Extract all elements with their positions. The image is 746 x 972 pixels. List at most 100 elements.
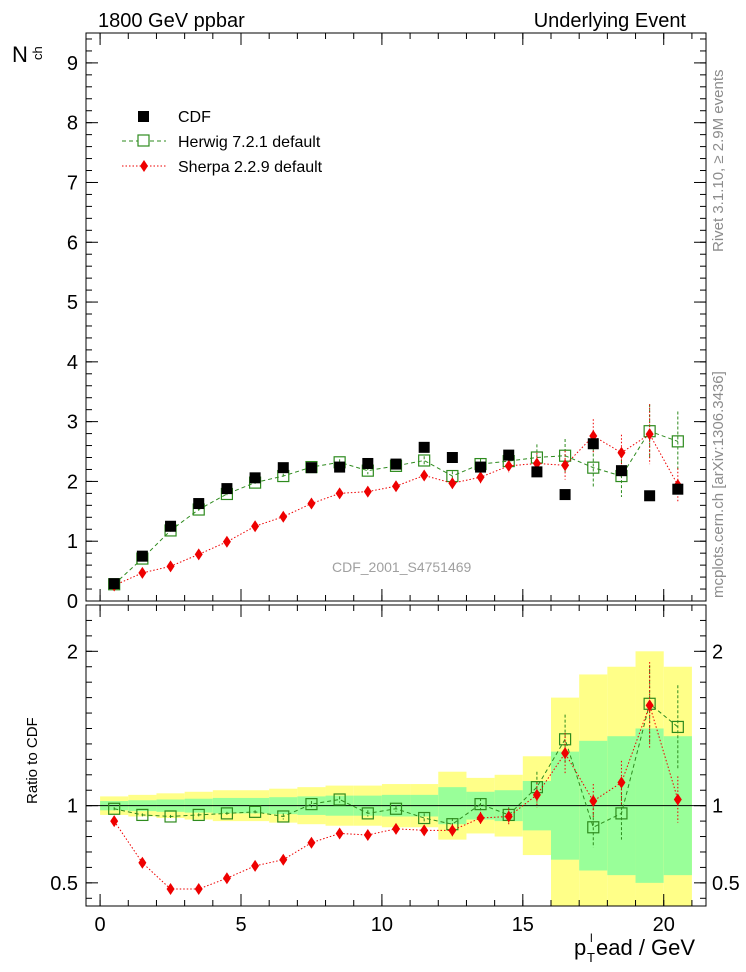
ratio-herwig-point — [220, 807, 234, 820]
xlabel-sub: T — [587, 950, 595, 965]
main-ytick-label-left-2: 2 — [67, 471, 78, 493]
main-ticks: 0 1 2 3 4 5 6 7 8 9 — [67, 33, 706, 613]
ratio-ytick-label-left-2: 2 — [67, 641, 78, 663]
ratio-sherpa-point — [110, 815, 119, 828]
ratio-herwig-point — [277, 810, 290, 823]
ratio-sherpa-point — [617, 776, 626, 789]
main-cdf-point — [249, 472, 261, 484]
watermark: CDF_2001_S4751469 — [332, 559, 472, 575]
main-sherpa-point — [504, 459, 513, 472]
ratio-herwig-point — [192, 808, 205, 822]
legend-herwig-label: Herwig 7.2.1 default — [178, 134, 321, 151]
main-cdf-point — [390, 458, 402, 470]
main-cdf-point — [475, 461, 487, 473]
main-cdf-point — [418, 441, 430, 453]
ratio-ytick-label-left-1: 1 — [67, 796, 78, 818]
main-cdf-point — [277, 462, 289, 474]
ratio-herwig-point — [474, 798, 487, 811]
legend-herwig-marker — [137, 134, 150, 147]
ratio-series-layer — [108, 662, 684, 896]
legend-sherpa-label: Sherpa 2.2.9 default — [178, 159, 323, 176]
ratio-herwig-point — [164, 810, 177, 823]
header-left: 1800 GeV ppbar — [98, 10, 245, 32]
main-sherpa-point — [645, 428, 654, 441]
ratio-sherpa-point — [251, 859, 260, 872]
ratio-herwig-point — [361, 807, 374, 820]
side-text-top: Rivet 3.1.10, ≥ 2.9M events — [710, 70, 727, 253]
ratio-sherpa-point — [561, 747, 570, 760]
ratio-sherpa-point — [476, 812, 485, 825]
ratio-sherpa-point — [673, 793, 682, 806]
main-sherpa-point — [617, 446, 626, 459]
main-herwig-point — [418, 454, 431, 467]
main-cdf-point — [446, 452, 458, 464]
main-frame — [85, 32, 707, 602]
ratio-herwig-point — [248, 805, 262, 818]
main-series-layer — [108, 404, 684, 592]
main-sherpa-point — [138, 566, 147, 579]
ratio-ytick-label-left-0: 0.5 — [50, 873, 78, 895]
main-ylabel: N ch — [12, 42, 45, 67]
main-ytick-label-left-0: 0 — [67, 591, 78, 613]
legend-cdf-label: CDF — [178, 109, 211, 126]
main-sherpa-point — [363, 485, 372, 498]
ratio-herwig-line — [114, 702, 679, 828]
ratio-sherpa-point — [448, 824, 457, 837]
main-ytick-label-left-6: 6 — [67, 232, 78, 254]
main-ytick-label-left-3: 3 — [67, 412, 78, 434]
main-ytick-label-left-9: 9 — [67, 53, 78, 75]
ratio-herwig-point — [108, 802, 121, 815]
ratio-herwig-point — [305, 798, 318, 811]
main-sherpa-point — [392, 480, 400, 493]
xlabel-p: p — [574, 935, 586, 960]
main-cdf-point — [672, 483, 684, 495]
main-ytick-label-left-4: 4 — [67, 352, 78, 374]
ratio-sherpa-point — [279, 853, 288, 866]
ratio-herwig-point — [615, 807, 628, 820]
header-right: Underlying Event — [534, 10, 687, 32]
main-cdf-point — [136, 550, 148, 562]
ratio-herwig-point — [136, 808, 149, 822]
ratio-herwig-point — [587, 821, 600, 834]
ratio-herwig-point — [418, 811, 431, 825]
main-cdf-point — [615, 465, 627, 477]
ratio-ylabel: Ratio to CDF — [24, 717, 41, 804]
xlabel: p T l ead / GeV — [574, 931, 695, 965]
main-sherpa-point — [307, 497, 316, 510]
ratio-sherpa-point — [420, 824, 429, 837]
main-sherpa-point — [561, 459, 570, 472]
xlabel-sup: l — [590, 931, 593, 945]
main-sherpa-point — [251, 520, 260, 533]
ratio-xtick-label-2: 10 — [371, 914, 393, 936]
main-sherpa-point — [335, 487, 344, 500]
legend-cdf-marker — [138, 111, 149, 122]
main-sherpa-point — [476, 471, 485, 484]
ratio-ytick-label-right-1: 1 — [712, 796, 723, 818]
main-sherpa-point — [222, 535, 231, 548]
ratio-sherpa-point — [504, 810, 513, 823]
ratio-herwig-point — [389, 802, 403, 815]
ratio-xtick-label-0: 0 — [95, 914, 106, 936]
ratio-sherpa-point — [335, 827, 344, 840]
ratio-sherpa-point — [194, 883, 203, 896]
main-cdf-point — [165, 520, 177, 532]
ratio-xtick-label-4: 20 — [653, 914, 675, 936]
main-panel: 0 1 2 3 4 5 6 7 8 9 CDF_2001_S4751469 N ch CDF He… — [12, 32, 707, 613]
main-ytick-label-left-1: 1 — [67, 531, 78, 553]
ratio-ytick-label-right-0: 0.5 — [712, 873, 740, 895]
main-cdf-point — [193, 498, 205, 510]
main-herwig-point — [671, 435, 684, 448]
main-cdf-point — [221, 483, 233, 495]
ratio-ytick-label-right-2: 2 — [712, 641, 723, 663]
legend-sherpa-marker — [140, 160, 148, 172]
main-ytick-label-left-8: 8 — [67, 113, 78, 135]
main-sherpa-point — [420, 469, 429, 482]
main-cdf-point — [305, 462, 317, 474]
main-cdf-point — [108, 578, 120, 590]
ylabel-main: N — [12, 42, 28, 67]
ratio-sherpa-point — [222, 872, 231, 885]
main-sherpa-point — [194, 548, 203, 561]
ratio-sherpa-point — [138, 856, 147, 869]
ratio-ticks: 0.5 0.51 12 20 5 10 15 20 — [50, 605, 740, 936]
